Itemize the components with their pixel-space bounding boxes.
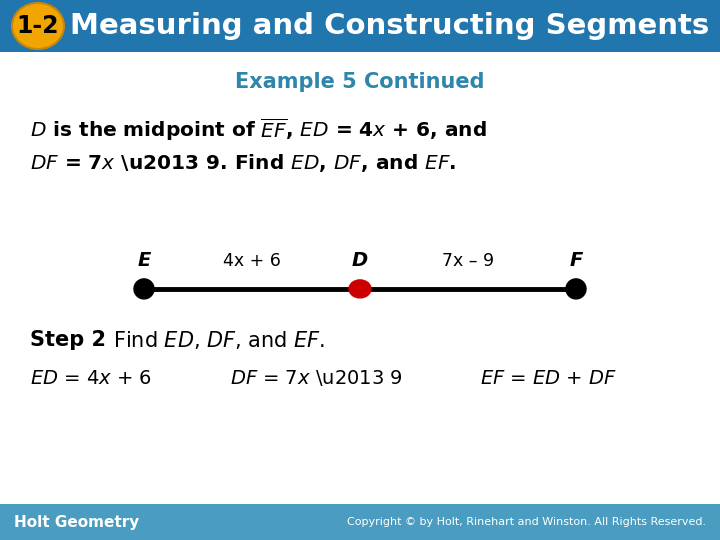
Circle shape	[566, 279, 586, 299]
Text: Copyright © by Holt, Rinehart and Winston. All Rights Reserved.: Copyright © by Holt, Rinehart and Winsto…	[347, 517, 706, 527]
Text: D: D	[352, 252, 368, 271]
Bar	[0, 504, 720, 540]
Bar	[0, 0, 720, 52]
Text: $\mathit{EF}$ = $\mathit{ED}$ + $\mathit{DF}$: $\mathit{EF}$ = $\mathit{ED}$ + $\mathit…	[480, 368, 617, 388]
Text: Example 5 Continued: Example 5 Continued	[235, 72, 485, 92]
Text: 7x – 9: 7x – 9	[442, 252, 494, 270]
Text: $\mathit{ED}$ = 4$\mathit{x}$ + 6: $\mathit{ED}$ = 4$\mathit{x}$ + 6	[30, 368, 152, 388]
Text: Measuring and Constructing Segments: Measuring and Constructing Segments	[71, 12, 710, 40]
Text: $\mathit{DF}$ = 7$\mathit{x}$ \u2013 9. Find $\mathit{ED}$, $\mathit{DF}$, and $: $\mathit{DF}$ = 7$\mathit{x}$ \u2013 9. …	[30, 152, 456, 174]
Ellipse shape	[12, 3, 64, 49]
Text: Step 2: Step 2	[30, 330, 106, 350]
Text: 1-2: 1-2	[17, 14, 59, 38]
Text: E: E	[138, 252, 150, 271]
Ellipse shape	[349, 280, 371, 298]
Text: Find $\mathit{ED}$, $\mathit{DF}$, and $\mathit{EF}$.: Find $\mathit{ED}$, $\mathit{DF}$, and $…	[113, 329, 325, 351]
Circle shape	[134, 279, 154, 299]
Text: $\mathit{D}$ is the midpoint of $\mathit{\overline{EF}}$, $\mathit{ED}$ = 4$\mat: $\mathit{D}$ is the midpoint of $\mathit…	[30, 117, 487, 144]
Text: Holt Geometry: Holt Geometry	[14, 515, 139, 530]
Text: F: F	[570, 252, 582, 271]
Text: $\mathit{DF}$ = 7$\mathit{x}$ \u2013 9: $\mathit{DF}$ = 7$\mathit{x}$ \u2013 9	[230, 368, 403, 388]
Text: 4x + 6: 4x + 6	[223, 252, 281, 270]
